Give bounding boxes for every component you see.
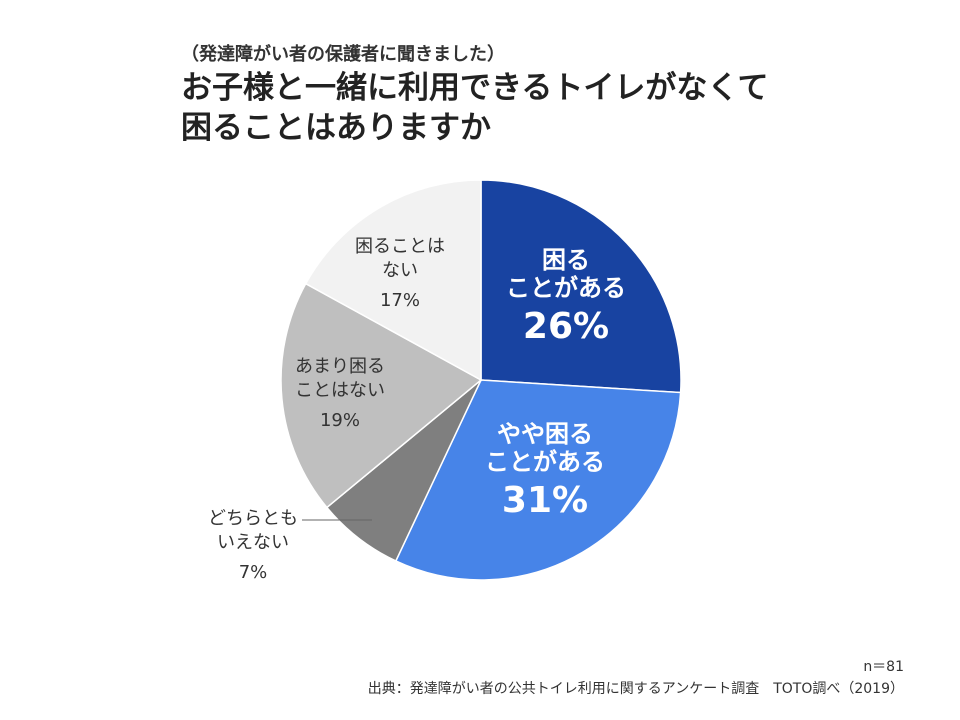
slice-label-dochiratomo: どちらともいえない 7%	[208, 508, 298, 583]
slice-value-label: 7%	[239, 562, 268, 583]
slice-label-line: どちらとも	[208, 508, 298, 529]
pie-slice-komaranai	[304, 179, 482, 382]
chart-subtitle: （発達障がい者の保護者に聞きました）	[181, 44, 505, 65]
pie-slice-yaya-komaru	[394, 379, 682, 581]
slice-label-line: ない	[382, 260, 418, 281]
slice-label-amari-komaranai: あまり困ることはない 19%	[295, 356, 385, 431]
source-note: 出典：発達障がい者の公共トイレ利用に関するアンケート調査 TOTO調べ（2019…	[367, 681, 904, 697]
slice-value-label: 26%	[523, 306, 609, 347]
sample-size-note: n＝81	[863, 659, 904, 675]
slice-label-line: ことがある	[506, 274, 626, 302]
slice-value-label: 17%	[380, 290, 420, 311]
slice-label-line: ことはない	[295, 380, 385, 401]
chart-title-line-1: お子様と一緒に利用できるトイレがなくて	[181, 70, 769, 106]
slice-label-line: 困る	[542, 246, 590, 274]
chart-title-line-2: 困ることはありますか	[181, 110, 491, 146]
pie-slice-komaru	[480, 179, 682, 394]
slice-label-komaranai: 困ることはない 17%	[355, 236, 445, 311]
slice-label-line: やや困る	[497, 420, 593, 448]
slice-label-komaru: 困ることがある 26%	[506, 246, 626, 347]
pie-slice-amari-komaranai	[280, 282, 483, 509]
slice-label-line: 困ることは	[355, 236, 445, 257]
slice-label-line: ことがある	[485, 448, 605, 476]
slice-label-yaya-komaru: やや困ることがある 31%	[485, 420, 605, 521]
slice-label-line: いえない	[217, 532, 289, 553]
slice-label-line: あまり困る	[295, 356, 385, 377]
slice-value-label: 19%	[320, 410, 360, 431]
chart-title: お子様と一緒に利用できるトイレがなくて 困ることはありますか	[181, 68, 768, 148]
slice-value-label: 31%	[502, 480, 588, 521]
